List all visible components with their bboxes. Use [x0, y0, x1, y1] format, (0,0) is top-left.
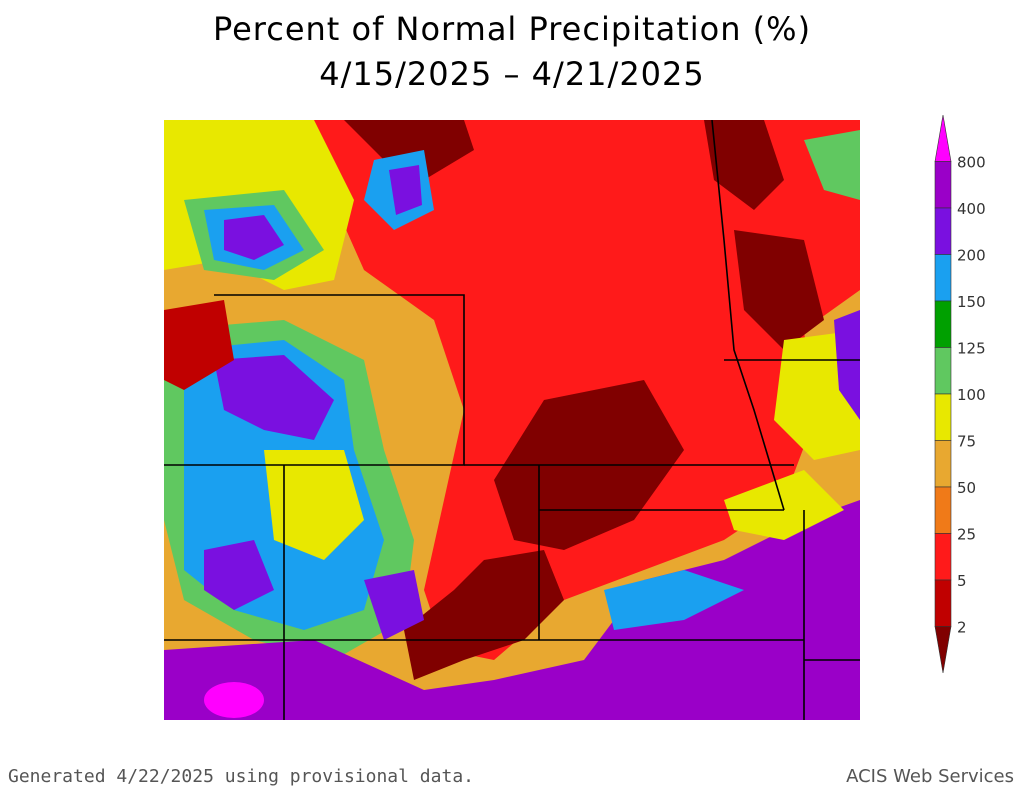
- darkred-region: [344, 120, 474, 180]
- legend-band: [934, 115, 952, 162]
- legend-band: [934, 347, 952, 395]
- legend-band: [934, 300, 952, 348]
- green-region: [804, 130, 860, 200]
- generated-note: Generated 4/22/2025 using provisional da…: [8, 766, 474, 787]
- legend-band: [934, 254, 952, 302]
- legend-label: 75: [957, 433, 976, 451]
- legend-label: 100: [957, 386, 986, 404]
- legend-label: 25: [957, 526, 976, 544]
- state-boundaries: [164, 120, 860, 720]
- map-title: Percent of Normal Precipitation (%): [212, 10, 812, 48]
- purple-region: [364, 570, 424, 640]
- darkred-region: [404, 550, 564, 680]
- darkred-region: [704, 120, 784, 210]
- legend-label: 200: [957, 247, 986, 265]
- legend-band: [934, 533, 952, 581]
- magenta-spot: [204, 682, 264, 718]
- legend-band: [934, 207, 952, 255]
- legend-band: [934, 579, 952, 627]
- green-region: [724, 470, 844, 540]
- legend-label: 150: [957, 293, 986, 311]
- legend-label: 125: [957, 340, 986, 358]
- legend-label: 400: [957, 200, 986, 218]
- legend-label: 800: [957, 154, 986, 172]
- legend-band: [934, 440, 952, 488]
- legend-label: 2: [957, 619, 967, 637]
- legend-label: 5: [957, 572, 967, 590]
- legend-band: [934, 393, 952, 441]
- purple-region: [224, 215, 284, 260]
- purple-region: [389, 165, 422, 215]
- purple-region: [214, 355, 334, 440]
- darkred-region: [734, 230, 824, 350]
- legend-band: [934, 161, 952, 209]
- purple-region: [834, 310, 860, 420]
- red-region: [314, 120, 860, 660]
- yellow-region: [264, 450, 364, 560]
- precipitation-map: [164, 120, 860, 720]
- legend-band: [934, 486, 952, 534]
- blue-region: [604, 570, 744, 630]
- map-date-range: 4/15/2025 – 4/21/2025: [319, 55, 705, 93]
- purple-region: [204, 540, 274, 610]
- credit-text: ACIS Web Services: [846, 766, 1014, 787]
- legend: 800 400 200 150 125 100 75 50 25 5 2: [934, 115, 986, 674]
- legend-band: [934, 626, 952, 674]
- red-region: [164, 300, 234, 390]
- legend-label: 50: [957, 479, 976, 497]
- purple-region: [164, 500, 860, 720]
